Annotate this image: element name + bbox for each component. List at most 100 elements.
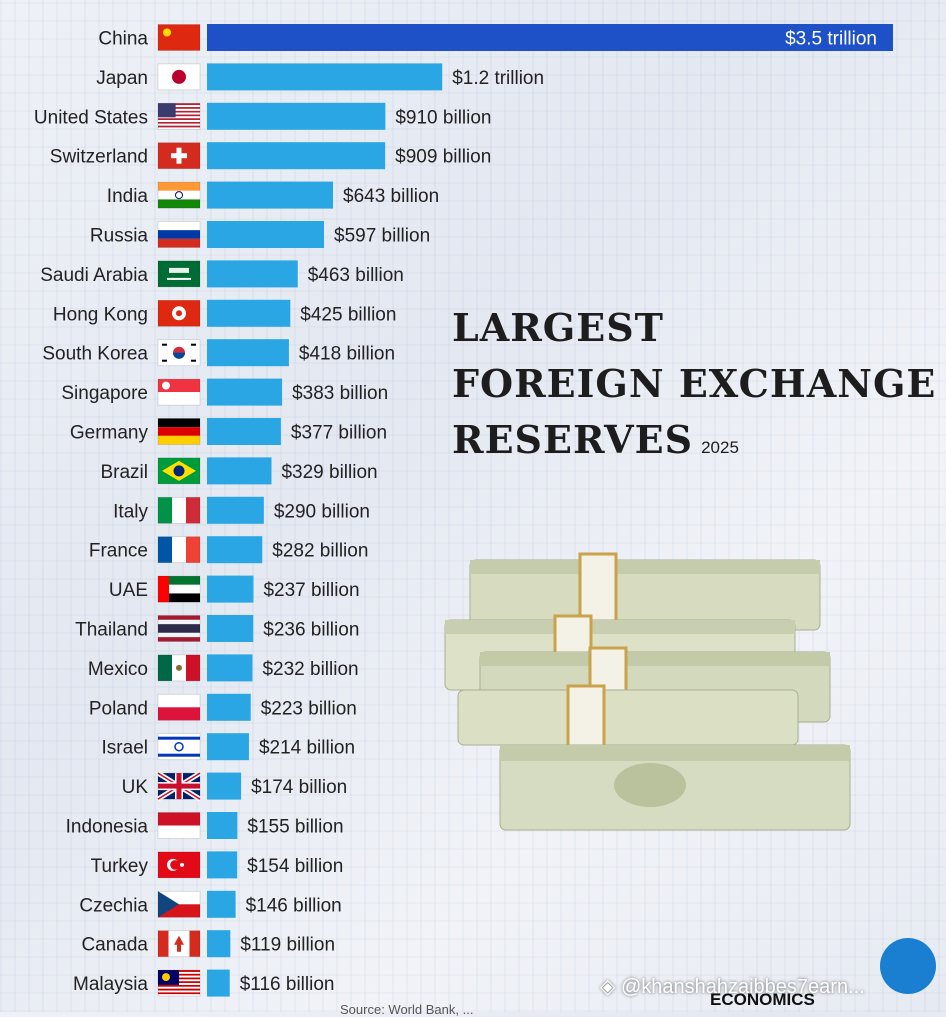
country-label-czechia: Czechia [79,895,148,916]
switzerland-flag-icon [157,142,201,170]
bar-usa [207,102,386,130]
poland-flag-icon [157,693,201,721]
country-label-israel: Israel [102,738,148,759]
bar-switzerland [207,142,386,170]
value-label-italy: $290 billion [274,501,370,522]
country-label-turkey: Turkey [91,856,149,877]
footer-source: Source: World Bank, ... [340,1002,474,1017]
canada-flag-icon [157,930,201,958]
uk-flag-icon [156,770,202,802]
bar-poland [207,693,251,721]
bar-turkey [207,851,238,879]
bar-mexico [207,654,253,682]
bar-israel [207,733,249,761]
country-label-russia: Russia [90,226,149,247]
country-label-uae: UAE [109,580,148,601]
singapore-flag-icon [157,378,201,406]
title-year: 2025 [701,438,739,457]
value-label-thailand: $236 billion [263,620,359,641]
country-label-poland: Poland [89,698,148,719]
chart-title: LARGEST FOREIGN EXCHANGE RESERVES 2025 [452,300,937,476]
cash-bundle-4 [457,684,799,750]
bar-uk [207,772,242,800]
country-label-malaysia: Malaysia [73,974,148,995]
value-label-czechia: $146 billion [246,895,342,916]
malaysia-flag-icon [157,969,201,997]
value-label-japan: $1.2 trillion [452,68,544,89]
value-label-singapore: $383 billion [292,383,388,404]
bar-italy [207,496,264,524]
value-label-canada: $119 billion [240,935,335,956]
country-label-singapore: Singapore [61,383,148,404]
value-label-russia: $597 billion [334,226,430,247]
country-label-thailand: Thailand [75,620,148,641]
bar-south-korea [207,339,289,367]
bar-brazil [207,457,272,485]
country-label-italy: Italy [113,501,148,522]
germany-flag-icon [157,418,201,445]
bar-singapore [207,378,283,406]
value-label-switzerland: $909 billion [395,147,491,168]
saudi-arabia-flag-icon [157,260,201,288]
title-line-3: RESERVES 2025 [452,412,932,476]
money-stack-image [444,552,851,831]
country-label-china: China [98,29,148,50]
bar-czechia [207,890,236,918]
india-flag-icon [157,181,201,209]
bar-malaysia [207,969,230,997]
uae-flag-icon [157,575,201,603]
title-line-2: FOREIGN EXCHANGE [452,361,937,406]
bar-saudi-arabia [207,260,298,288]
czechia-flag-icon [157,890,201,918]
bar-thailand [207,615,254,642]
bar-germany [207,418,281,445]
title-line-3-text: RESERVES [452,417,694,462]
value-label-indonesia: $155 billion [247,817,343,838]
value-label-hong-kong: $425 billion [300,304,396,325]
country-label-saudi-arabia: Saudi Arabia [40,265,148,286]
brazil-flag-icon [157,457,201,485]
country-label-switzerland: Switzerland [50,147,148,168]
bar-uae [207,575,254,603]
country-label-india: India [107,186,149,207]
value-label-germany: $377 billion [291,423,387,444]
brand-badge-icon [880,938,936,994]
country-label-mexico: Mexico [88,659,148,680]
hong-kong-flag-icon [157,299,201,327]
footer-brand: ECONOMICS [710,990,815,1009]
country-label-usa: United States [34,107,148,128]
value-label-israel: $214 billion [259,738,355,759]
country-label-france: France [89,541,148,562]
country-label-japan: Japan [96,68,148,89]
value-label-brazil: $329 billion [281,462,377,483]
value-label-india: $643 billion [343,186,439,207]
israel-flag-icon [157,733,201,761]
russia-flag-icon [157,221,201,248]
country-label-germany: Germany [70,423,149,444]
watermark: ◈ @khanshahzaibbes7earn... [600,976,865,998]
bar-hong-kong [207,299,291,327]
value-label-mexico: $232 billion [262,659,358,680]
bar-india [207,181,334,209]
value-label-poland: $223 billion [261,698,357,719]
country-label-uk: UK [122,777,149,798]
china-flag-icon [157,24,201,51]
country-label-south-korea: South Korea [42,344,148,365]
value-label-france: $282 billion [272,541,368,562]
mexico-flag-icon [157,654,201,682]
value-label-south-korea: $418 billion [299,344,395,365]
usa-flag-icon [157,102,201,130]
value-label-uae: $237 billion [263,580,359,601]
france-flag-icon [157,536,201,564]
bar-japan [207,63,443,91]
country-label-canada: Canada [81,935,148,956]
bar-russia [207,221,325,248]
bar-china [207,24,893,51]
value-label-usa: $910 billion [395,107,491,128]
bar-canada [207,930,231,958]
country-label-brazil: Brazil [100,462,148,483]
bar-indonesia [207,812,238,839]
japan-flag-icon [157,63,201,91]
value-label-china: $3.5 trillion [785,29,877,50]
